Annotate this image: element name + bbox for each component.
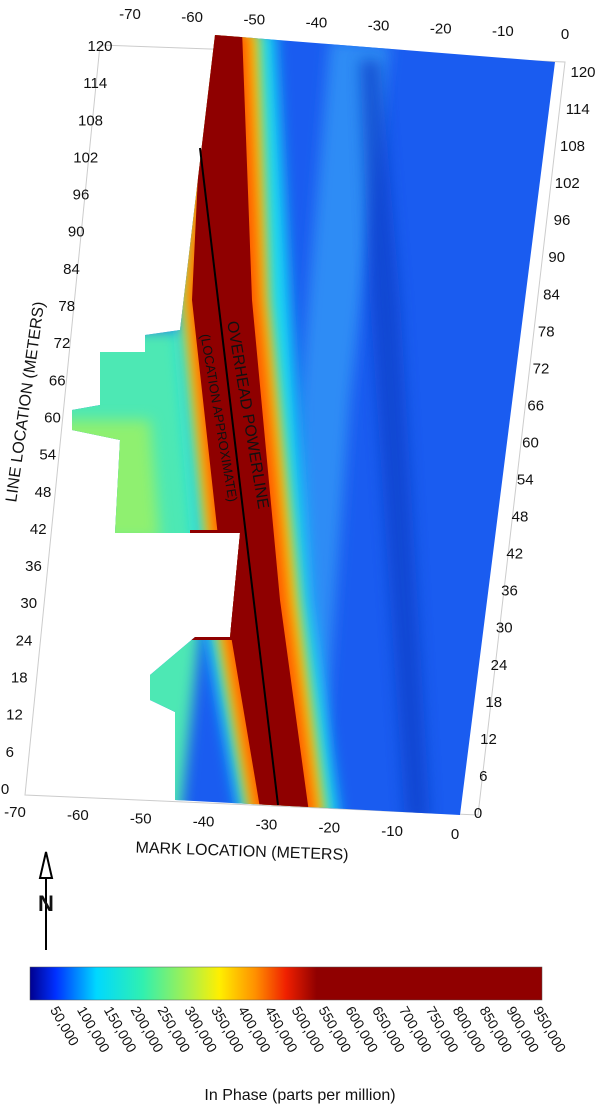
left-tick-label: 66 bbox=[49, 372, 66, 389]
bottom-tick-label: -70 bbox=[4, 804, 26, 821]
axis-label: LINE LOCATION (METERS) bbox=[3, 301, 48, 504]
left-tick-label: 42 bbox=[30, 521, 47, 538]
left-tick-label: 30 bbox=[20, 595, 37, 612]
right-tick-label: 12 bbox=[480, 731, 497, 748]
left-tick-label: 90 bbox=[68, 224, 85, 241]
right-tick-label: 66 bbox=[527, 397, 544, 414]
bottom-tick-label: -20 bbox=[318, 820, 340, 837]
bottom-tick-label: -60 bbox=[67, 807, 89, 824]
left-tick-label: 72 bbox=[54, 335, 71, 352]
right-tick-label: 78 bbox=[538, 323, 555, 340]
top-tick-label: -20 bbox=[430, 20, 452, 37]
north-label: N bbox=[38, 891, 54, 916]
right-tick-label: 0 bbox=[474, 805, 482, 822]
bottom-tick-label: 0 bbox=[451, 826, 459, 843]
bottom-tick-label: -40 bbox=[193, 813, 215, 830]
left-tick-label: 12 bbox=[6, 707, 23, 724]
colorbar bbox=[29, 966, 543, 1001]
north-arrow bbox=[38, 851, 54, 950]
left-tick-label: 120 bbox=[87, 38, 112, 55]
left-tick-label: 78 bbox=[58, 298, 75, 315]
left-tick-label: 108 bbox=[78, 112, 103, 129]
right-tick-label: 6 bbox=[479, 768, 487, 785]
right-tick-label: 72 bbox=[533, 360, 550, 377]
bottom-tick-label: -30 bbox=[256, 817, 278, 834]
left-tick-label: 6 bbox=[6, 744, 14, 761]
top-tick-label: -70 bbox=[119, 6, 141, 23]
top-tick-label: -50 bbox=[243, 12, 265, 29]
right-tick-label: 90 bbox=[548, 249, 565, 266]
right-tick-label: 36 bbox=[501, 583, 518, 600]
powerline bbox=[199, 147, 279, 806]
right-tick-label: 30 bbox=[496, 620, 513, 637]
bottom-tick-label: -10 bbox=[381, 823, 403, 840]
top-tick-label: -60 bbox=[181, 9, 203, 26]
left-tick-label: 54 bbox=[39, 447, 56, 464]
top-tick-label: -30 bbox=[368, 17, 390, 34]
axis-label: MARK LOCATION (METERS) bbox=[135, 840, 349, 864]
bottom-tick-label: -50 bbox=[130, 810, 152, 827]
right-tick-label: 102 bbox=[555, 175, 580, 192]
left-tick-label: 48 bbox=[35, 484, 52, 501]
right-tick-label: 18 bbox=[485, 694, 502, 711]
left-tick-label: 60 bbox=[44, 409, 61, 426]
colorbar-title: In Phase (parts per million) bbox=[204, 1087, 395, 1104]
right-tick-label: 48 bbox=[512, 509, 529, 526]
left-tick-label: 36 bbox=[25, 558, 42, 575]
right-tick-label: 60 bbox=[522, 434, 539, 451]
right-tick-label: 108 bbox=[560, 138, 585, 155]
left-tick-label: 102 bbox=[73, 149, 98, 166]
left-tick-label: 84 bbox=[63, 261, 80, 278]
left-tick-label: 0 bbox=[1, 781, 9, 798]
right-tick-label: 114 bbox=[566, 101, 590, 118]
right-tick-label: 42 bbox=[506, 546, 523, 563]
left-tick-label: 24 bbox=[16, 632, 33, 649]
right-tick-label: 54 bbox=[517, 472, 534, 489]
left-tick-label: 18 bbox=[11, 670, 28, 687]
right-tick-label: 120 bbox=[570, 64, 595, 81]
top-tick-label: -40 bbox=[306, 15, 328, 32]
right-tick-label: 24 bbox=[491, 657, 508, 674]
right-tick-label: 96 bbox=[554, 212, 571, 229]
left-tick-label: 96 bbox=[73, 187, 90, 204]
top-tick-label: -10 bbox=[492, 23, 514, 40]
top-tick-label: 0 bbox=[561, 26, 569, 43]
right-tick-label: 84 bbox=[543, 286, 560, 303]
left-tick-label: 114 bbox=[83, 75, 107, 92]
